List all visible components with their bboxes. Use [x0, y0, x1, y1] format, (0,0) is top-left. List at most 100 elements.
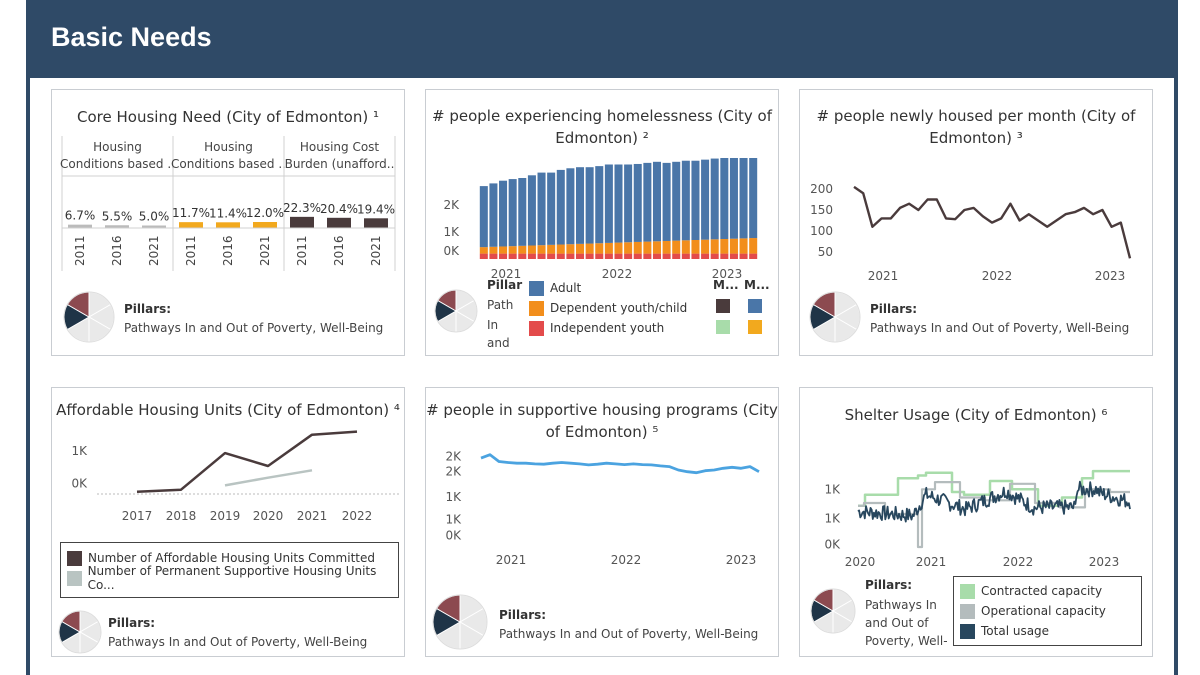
- swatch: [67, 550, 82, 566]
- x-tick-label: 2020: [845, 555, 876, 569]
- legend-label: Adult: [550, 281, 582, 295]
- bar-adult: [537, 172, 546, 246]
- mini-swatch-orange[interactable]: [748, 320, 762, 334]
- mini-swatch-brown[interactable]: [716, 299, 730, 313]
- bar-dependent: [576, 243, 585, 254]
- bar-dependent: [508, 246, 517, 254]
- legend-item-dependent[interactable]: Dependent youth/child: [523, 298, 687, 318]
- y-tick-label: 2K: [445, 450, 462, 463]
- shelter-usage-chart: 1K 1K 0K 2020 2021 2022 2023: [824, 469, 1131, 569]
- x-tick-label: 2021: [868, 269, 899, 283]
- bar-dependent: [547, 244, 556, 254]
- bar-dependent: [729, 238, 738, 254]
- bar-adult: [576, 167, 585, 244]
- card-supportive-housing[interactable]: # people in supportive housing programs …: [425, 387, 779, 657]
- y-tick-label: 0K: [445, 528, 462, 542]
- x-tick-label: 2022: [342, 509, 373, 523]
- bar-dependent: [527, 245, 536, 254]
- y-tick-label: 1K: [71, 444, 88, 458]
- y-tick-label: 2K: [445, 465, 462, 479]
- bar-independent: [749, 253, 758, 259]
- bar: [142, 225, 166, 228]
- card-title-line-2: Edmonton) ³: [929, 129, 1023, 147]
- bar-independent: [527, 253, 536, 259]
- card-title-line-2: Edmonton) ²: [555, 129, 649, 147]
- card-newly-housed[interactable]: # people newly housed per month (City of…: [799, 89, 1153, 356]
- mini-header-1: M...: [713, 278, 739, 292]
- y-tick-label: 1K: [445, 490, 462, 504]
- bar-independent: [595, 253, 604, 259]
- mini-header-2: M...: [744, 278, 770, 292]
- bar-dependent: [614, 242, 623, 254]
- year-label: 2016: [221, 235, 235, 266]
- y-tick-label: 0K: [824, 537, 841, 551]
- y-tick-label: 150: [810, 203, 833, 217]
- mini-swatch-green[interactable]: [716, 320, 730, 334]
- legend-item-committed[interactable]: Number of Affordable Housing Units Commi…: [61, 548, 398, 568]
- card-title-line-1: # people in supportive housing programs …: [426, 401, 778, 419]
- bar-adult: [720, 158, 729, 240]
- bar-independent: [643, 253, 652, 259]
- bar-dependent: [652, 241, 661, 254]
- bar-independent: [720, 253, 729, 259]
- bar-independent: [710, 253, 719, 259]
- pillars-text-clipped-1: Path: [487, 298, 514, 312]
- legend-label: Number of Permanent Supportive Housing U…: [87, 564, 377, 592]
- y-tick-label: 0K: [71, 476, 88, 490]
- swatch: [67, 570, 82, 586]
- affordable-housing-legend: Number of Affordable Housing Units Commi…: [60, 542, 399, 598]
- x-tick-label: 2022: [611, 553, 642, 567]
- group-header: Housing: [204, 140, 253, 154]
- legend-item-operational[interactable]: Operational capacity: [954, 601, 1141, 621]
- pie-outline: [434, 289, 478, 333]
- pillars-heading: Pillars:: [870, 302, 918, 316]
- card-core-housing-need[interactable]: Core Housing Need (City of Edmonton) ¹ H…: [51, 89, 405, 356]
- pillars-pie-icon: [58, 610, 102, 654]
- bar-independent: [479, 253, 488, 259]
- bar-adult: [585, 167, 594, 244]
- bar: [105, 225, 129, 228]
- legend-label: Independent youth: [550, 321, 665, 335]
- legend-item-supportive[interactable]: Number of Permanent Supportive Housing U…: [61, 564, 398, 592]
- bar-dependent: [585, 243, 594, 254]
- legend-item-independent[interactable]: Independent youth: [523, 318, 687, 338]
- swatch: [960, 603, 975, 619]
- pillars-text: Pathways In and Out of Poverty, Well-Bei…: [499, 627, 759, 641]
- swatch: [960, 623, 975, 639]
- bar-dependent: [595, 243, 604, 254]
- card-affordable-housing[interactable]: Affordable Housing Units (City of Edmont…: [51, 387, 405, 657]
- y-tick-label: 50: [818, 245, 833, 259]
- x-tick-label: 2022: [1003, 555, 1034, 569]
- legend-item-total[interactable]: Total usage: [954, 621, 1141, 641]
- page-title: Basic Needs: [51, 22, 212, 52]
- pillars-text-line-1: Pathways In: [865, 598, 937, 612]
- card-title: Core Housing Need (City of Edmonton) ¹: [77, 108, 379, 126]
- bar: [216, 222, 240, 228]
- bar-independent: [691, 253, 700, 259]
- mini-swatch-blue[interactable]: [748, 299, 762, 313]
- bar-independent: [604, 253, 613, 259]
- pillars-text-clipped-2: In: [487, 318, 499, 332]
- bar-independent: [585, 253, 594, 259]
- bar-adult: [547, 172, 556, 245]
- group-header: Conditions based ..: [60, 157, 175, 171]
- year-label: 2016: [110, 235, 124, 266]
- contracted-line: [858, 469, 1130, 508]
- pillars-pie-icon: [63, 291, 115, 343]
- bar-adult: [595, 166, 604, 244]
- legend-item-adult[interactable]: Adult: [523, 278, 687, 298]
- card-shelter-usage[interactable]: Shelter Usage (City of Edmonton) ⁶ 1K 1K 0…: [799, 387, 1153, 657]
- pillars-pie-icon: [810, 588, 856, 634]
- bar-independent: [518, 253, 527, 259]
- bar-adult: [614, 164, 623, 243]
- newly-housed-line: [853, 185, 1132, 259]
- bar-independent: [662, 253, 671, 259]
- legend-item-contracted[interactable]: Contracted capacity: [954, 581, 1141, 601]
- bar-adult: [518, 178, 527, 246]
- bar: [179, 222, 203, 228]
- data-label: 5.0%: [139, 210, 170, 224]
- bar-adult: [556, 169, 565, 245]
- card-title: Shelter Usage (City of Edmonton) ⁶: [844, 406, 1108, 424]
- card-homelessness[interactable]: # people experiencing homelessness (City…: [425, 89, 779, 356]
- data-label: 19.4%: [357, 202, 395, 216]
